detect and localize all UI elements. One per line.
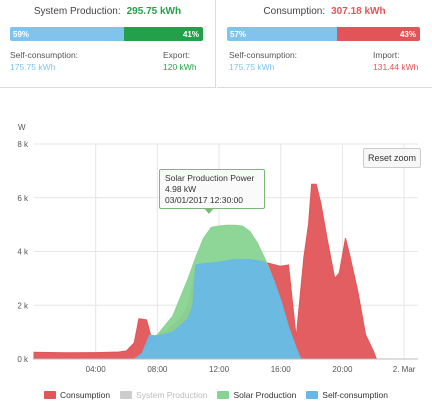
legend-label: Solar Production (233, 390, 297, 400)
production-self-consumption-value: 175.75 kWh (10, 62, 56, 72)
legend-label: System Production (136, 390, 208, 400)
consumption-title: Consumption: (263, 6, 326, 17)
consumption-summary-panel: Consumption: 307.18 kWh 57% 43% Self-cons… (217, 0, 432, 88)
y-axis-label: W (18, 123, 26, 132)
legend-swatch (217, 391, 230, 399)
production-export-label: Export: (163, 50, 190, 60)
consumption-import-value: 131.44 kWh (373, 62, 419, 72)
consumption-split-bar: 57% 43% (227, 27, 420, 41)
production-title-row: System Production: 295.75 kWh (0, 6, 215, 17)
y-tick-label: 6 k (17, 194, 29, 203)
chart-series-areas (33, 183, 378, 360)
x-tick-label: 08:00 (147, 365, 168, 374)
legend-swatch (120, 391, 133, 399)
production-export-segment: 41% (123, 27, 203, 41)
y-tick-label: 8 k (17, 140, 29, 149)
legend-label: Consumption (60, 390, 111, 400)
production-total-value: 295.75 kWh (126, 6, 182, 17)
legend-label: Self-consumption (322, 390, 388, 400)
y-tick-label: 4 k (17, 248, 29, 257)
x-tick-label: 04:00 (86, 365, 107, 374)
production-self-consumption-label: Self-consumption: (10, 50, 79, 60)
chart-legend: Consumption System Production Solar Produc… (0, 388, 432, 402)
consumption-title-row: Consumption: 307.18 kWh (217, 6, 432, 17)
legend-swatch (44, 391, 57, 399)
production-title: System Production: (33, 6, 121, 17)
legend-swatch (306, 391, 319, 399)
chart-tooltip: Solar Production Power 4.98 kW 03/01/201… (159, 169, 265, 214)
x-tick-label: 20:00 (332, 365, 353, 374)
production-summary-panel: System Production: 295.75 kWh 59% 41% Sel… (0, 0, 216, 88)
power-chart-svg: 0 k 2 k 4 k 6 k 8 k 04:00 08:00 12:00 16:00 20:00… (17, 123, 418, 374)
tooltip-time: 03/01/2017 12:30:00 (165, 195, 243, 205)
x-tick-label: 2. Mar (393, 365, 416, 374)
legend-item-self-consumption[interactable]: Self-consumption (306, 388, 388, 402)
legend-item-system-production[interactable]: System Production (120, 388, 207, 402)
tooltip-title: Solar Production Power (165, 173, 255, 183)
consumption-import-label: Import: (373, 50, 400, 60)
tooltip-value: 4.98 kW (165, 184, 197, 194)
y-tick-label: 2 k (17, 301, 29, 310)
y-tick-label: 0 k (17, 355, 29, 364)
consumption-self-consumption-label: Self-consumption: (229, 50, 298, 60)
power-chart: 0 k 2 k 4 k 6 k 8 k 04:00 08:00 12:00 16:00 20:00… (0, 100, 432, 408)
reset-zoom-button[interactable]: Reset zoom (363, 148, 421, 168)
consumption-import-segment: 43% (337, 27, 420, 41)
consumption-total-value: 307.18 kWh (331, 6, 386, 17)
production-split-bar: 59% 41% (10, 27, 203, 41)
self-consumption-area (132, 259, 302, 360)
production-self-consumption-segment: 59% (10, 27, 124, 41)
x-tick-label: 16:00 (271, 365, 292, 374)
chart-axes: 0 k 2 k 4 k 6 k 8 k 04:00 08:00 12:00 16:00 20:00… (17, 123, 418, 374)
consumption-self-consumption-segment: 57% (227, 27, 337, 41)
legend-item-solar-production[interactable]: Solar Production (217, 388, 296, 402)
tooltip-pointer (204, 208, 214, 214)
consumption-self-consumption-value: 175.75 kWh (229, 62, 275, 72)
production-export-value: 120 kWh (163, 62, 197, 72)
legend-item-consumption[interactable]: Consumption (44, 388, 110, 402)
x-tick-label: 12:00 (209, 365, 230, 374)
